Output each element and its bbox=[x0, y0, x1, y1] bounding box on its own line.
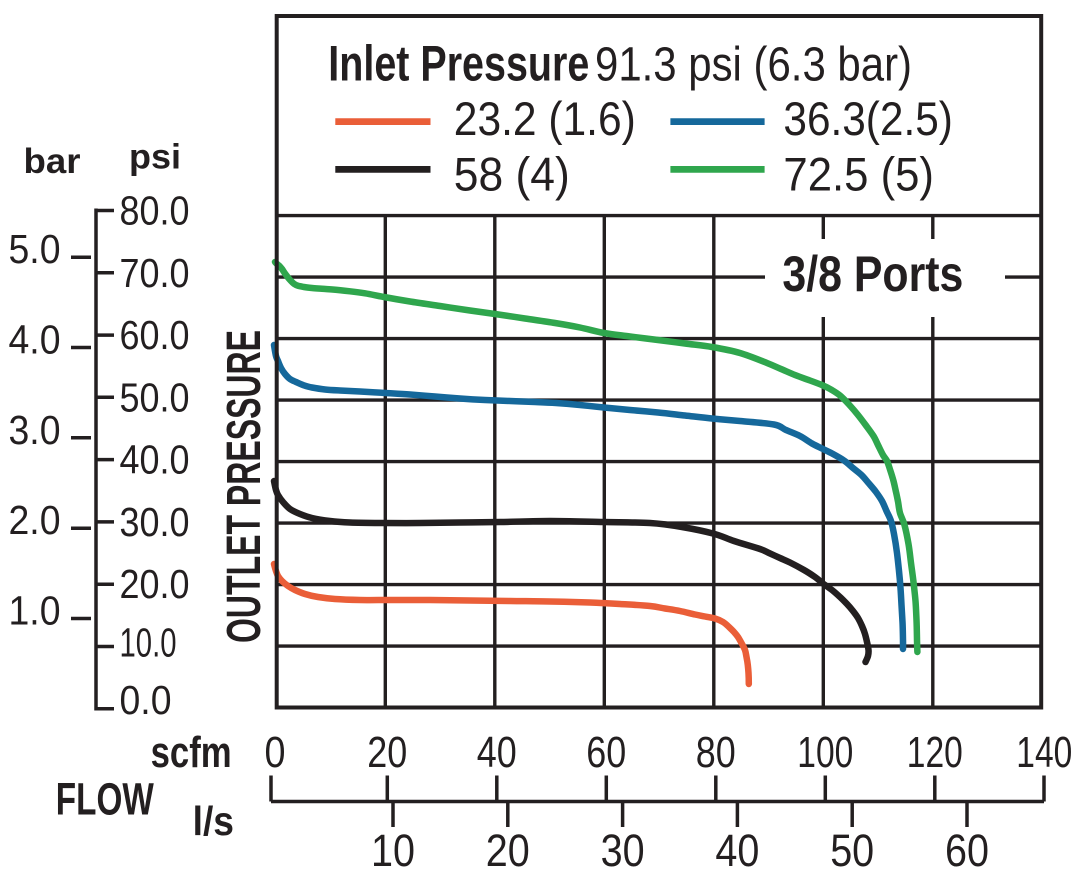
svg-text:5.0: 5.0 bbox=[9, 226, 61, 272]
svg-text:3.0: 3.0 bbox=[9, 407, 61, 453]
svg-text:FLOW: FLOW bbox=[56, 774, 154, 825]
svg-text:0: 0 bbox=[265, 728, 286, 777]
svg-text:70.0: 70.0 bbox=[120, 250, 190, 296]
svg-text:20: 20 bbox=[367, 728, 407, 777]
svg-text:60: 60 bbox=[586, 728, 626, 777]
svg-text:36.3(2.5): 36.3(2.5) bbox=[783, 92, 953, 145]
svg-text:72.5 (5): 72.5 (5) bbox=[783, 148, 934, 201]
svg-text:40.0: 40.0 bbox=[120, 437, 190, 483]
svg-text:140: 140 bbox=[1016, 728, 1072, 777]
svg-text:4.0: 4.0 bbox=[9, 317, 61, 363]
svg-text:psi: psi bbox=[129, 138, 181, 177]
svg-text:10: 10 bbox=[371, 825, 415, 876]
svg-text:Inlet Pressure: Inlet Pressure bbox=[328, 36, 589, 92]
svg-text:OUTLET PRESSURE: OUTLET PRESSURE bbox=[218, 330, 271, 643]
svg-text:30.0: 30.0 bbox=[120, 499, 190, 545]
svg-text:0.0: 0.0 bbox=[120, 677, 172, 723]
svg-text:100: 100 bbox=[797, 728, 853, 777]
svg-text:l/s: l/s bbox=[193, 798, 234, 844]
svg-text:23.2 (1.6): 23.2 (1.6) bbox=[454, 92, 636, 145]
svg-text:40: 40 bbox=[477, 728, 517, 777]
svg-text:50: 50 bbox=[830, 825, 874, 876]
svg-text:3/8 Ports: 3/8 Ports bbox=[782, 246, 963, 302]
svg-text:58 (4): 58 (4) bbox=[454, 148, 570, 201]
svg-text:1.0: 1.0 bbox=[9, 588, 61, 634]
svg-text:20: 20 bbox=[486, 825, 530, 876]
svg-text:10.0: 10.0 bbox=[120, 620, 177, 666]
svg-text:40: 40 bbox=[715, 825, 759, 876]
svg-text:80.0: 80.0 bbox=[120, 188, 190, 234]
svg-text:2.0: 2.0 bbox=[9, 497, 61, 543]
svg-text:bar: bar bbox=[24, 142, 81, 181]
svg-text:80: 80 bbox=[696, 728, 736, 777]
svg-text:50.0: 50.0 bbox=[120, 374, 190, 420]
svg-text:20.0: 20.0 bbox=[120, 561, 190, 607]
svg-text:60.0: 60.0 bbox=[120, 312, 190, 358]
svg-text:91.3 psi (6.3 bar): 91.3 psi (6.3 bar) bbox=[595, 39, 912, 92]
svg-text:30: 30 bbox=[601, 825, 645, 876]
svg-text:120: 120 bbox=[907, 728, 963, 777]
svg-text:scfm: scfm bbox=[151, 728, 232, 777]
svg-text:60: 60 bbox=[945, 825, 989, 876]
